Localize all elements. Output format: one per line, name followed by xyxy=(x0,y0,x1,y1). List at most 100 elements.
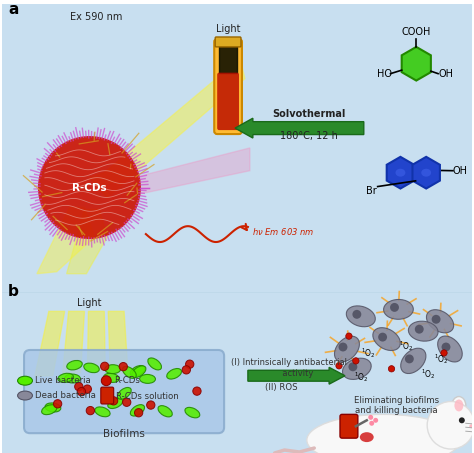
Ellipse shape xyxy=(58,373,73,382)
Circle shape xyxy=(123,398,131,406)
FancyBboxPatch shape xyxy=(217,72,239,130)
Polygon shape xyxy=(412,157,440,188)
Text: Br: Br xyxy=(366,186,377,196)
Text: R-CDs: R-CDs xyxy=(114,376,140,385)
Text: $h\nu$ Em 603 nm: $h\nu$ Em 603 nm xyxy=(252,226,314,236)
Ellipse shape xyxy=(185,407,200,418)
Circle shape xyxy=(77,387,86,396)
Text: b: b xyxy=(8,284,19,299)
Text: $^1$O$_2$: $^1$O$_2$ xyxy=(421,367,436,381)
Circle shape xyxy=(86,406,94,415)
Circle shape xyxy=(338,342,347,352)
Circle shape xyxy=(369,421,374,426)
Polygon shape xyxy=(104,148,250,199)
FancyBboxPatch shape xyxy=(340,414,358,438)
Ellipse shape xyxy=(373,328,401,351)
Text: $^1$O$_2$: $^1$O$_2$ xyxy=(434,352,448,366)
Polygon shape xyxy=(401,47,431,81)
Circle shape xyxy=(352,310,361,319)
Circle shape xyxy=(432,315,440,324)
Polygon shape xyxy=(87,311,105,371)
Circle shape xyxy=(101,376,111,386)
Text: Light: Light xyxy=(77,299,101,308)
Polygon shape xyxy=(67,209,107,274)
Ellipse shape xyxy=(132,366,146,377)
Text: R-CDs solution: R-CDs solution xyxy=(116,392,179,401)
Polygon shape xyxy=(387,157,414,188)
Text: OH: OH xyxy=(452,166,467,176)
FancyBboxPatch shape xyxy=(101,387,114,404)
Circle shape xyxy=(368,415,373,420)
Ellipse shape xyxy=(395,169,405,177)
Bar xyxy=(219,45,237,72)
Ellipse shape xyxy=(409,321,438,341)
Circle shape xyxy=(83,385,91,393)
Ellipse shape xyxy=(383,299,413,319)
Text: (I) Intrinsically antibacterial: (I) Intrinsically antibacterial xyxy=(230,358,346,367)
FancyBboxPatch shape xyxy=(24,350,224,433)
Text: Ex 590 nm: Ex 590 nm xyxy=(70,12,122,22)
Ellipse shape xyxy=(18,391,32,400)
Ellipse shape xyxy=(148,358,162,370)
Text: R-CDs: R-CDs xyxy=(72,183,107,193)
Text: $^1$O$_2$: $^1$O$_2$ xyxy=(361,346,376,360)
Ellipse shape xyxy=(438,336,462,362)
Ellipse shape xyxy=(421,169,431,177)
Ellipse shape xyxy=(95,407,110,417)
Circle shape xyxy=(336,363,342,369)
Circle shape xyxy=(193,387,201,395)
Text: $^1$O$_2$: $^1$O$_2$ xyxy=(399,339,414,353)
Ellipse shape xyxy=(64,374,81,383)
Polygon shape xyxy=(108,311,128,374)
Text: Eliminating biofilms
and killing bacteria: Eliminating biofilms and killing bacteri… xyxy=(354,395,439,415)
Ellipse shape xyxy=(45,403,61,412)
Text: Biofilms: Biofilms xyxy=(103,429,145,439)
Ellipse shape xyxy=(84,363,99,373)
Circle shape xyxy=(459,417,465,423)
Circle shape xyxy=(388,366,395,372)
Circle shape xyxy=(348,362,357,371)
Text: Solvothermal: Solvothermal xyxy=(273,109,346,119)
Ellipse shape xyxy=(130,405,145,416)
Circle shape xyxy=(373,418,378,423)
Ellipse shape xyxy=(42,405,57,414)
Circle shape xyxy=(405,354,414,363)
Circle shape xyxy=(100,362,109,371)
Text: COOH: COOH xyxy=(401,27,431,37)
Ellipse shape xyxy=(343,358,371,380)
Ellipse shape xyxy=(455,400,463,411)
Ellipse shape xyxy=(346,306,375,327)
Ellipse shape xyxy=(360,432,374,442)
Ellipse shape xyxy=(335,336,359,362)
Ellipse shape xyxy=(469,424,474,428)
Text: HO: HO xyxy=(377,69,392,79)
Text: OH: OH xyxy=(438,69,454,79)
Circle shape xyxy=(427,401,474,449)
Ellipse shape xyxy=(167,369,182,379)
Circle shape xyxy=(441,350,447,356)
Text: a: a xyxy=(8,2,18,17)
Ellipse shape xyxy=(104,373,119,382)
Circle shape xyxy=(119,362,128,371)
Polygon shape xyxy=(63,311,84,373)
Ellipse shape xyxy=(427,310,454,333)
Ellipse shape xyxy=(108,398,123,409)
FancyBboxPatch shape xyxy=(215,37,241,47)
Circle shape xyxy=(415,325,424,334)
Text: Dead bacteria: Dead bacteria xyxy=(35,391,96,400)
FancyBboxPatch shape xyxy=(214,39,242,134)
Ellipse shape xyxy=(67,361,82,370)
Ellipse shape xyxy=(18,376,32,385)
Circle shape xyxy=(182,366,191,374)
Circle shape xyxy=(185,360,194,368)
Ellipse shape xyxy=(140,375,155,383)
Text: Live bacteria: Live bacteria xyxy=(35,376,91,385)
Circle shape xyxy=(442,342,450,352)
Polygon shape xyxy=(349,422,383,443)
Circle shape xyxy=(109,397,118,405)
Text: Light: Light xyxy=(216,24,240,34)
FancyArrow shape xyxy=(248,367,345,384)
Text: activity: activity xyxy=(264,369,313,378)
Polygon shape xyxy=(37,207,94,274)
Text: (II) ROS: (II) ROS xyxy=(265,383,297,392)
